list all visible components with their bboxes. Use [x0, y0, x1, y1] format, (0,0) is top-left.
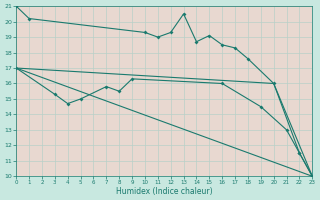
- X-axis label: Humidex (Indice chaleur): Humidex (Indice chaleur): [116, 187, 212, 196]
